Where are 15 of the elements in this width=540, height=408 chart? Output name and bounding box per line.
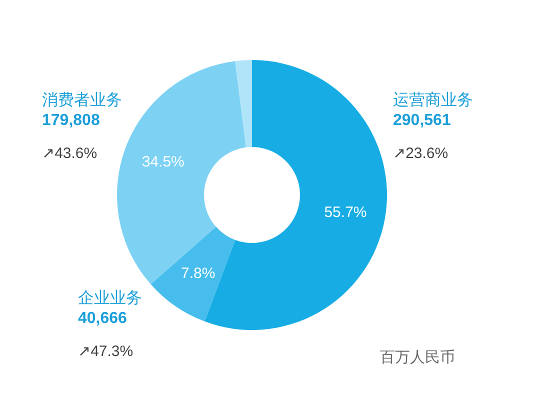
text: 40,666: [78, 310, 128, 327]
donut-slice: [150, 226, 236, 322]
data-label: 34.5%: [142, 153, 184, 170]
slice-label: 运营商业务: [393, 91, 473, 109]
text: ↗47.3%: [78, 343, 134, 360]
donut-slice: [235, 60, 252, 148]
text: ↗23.6%: [393, 145, 448, 162]
text: 百万人民币: [380, 349, 455, 366]
text: 179,808: [42, 112, 100, 129]
data-label: 7.8%: [181, 265, 216, 282]
text: ↗43.6%: [42, 145, 98, 162]
text: 290,561: [393, 112, 451, 129]
data-label: 55.7%: [324, 204, 367, 221]
slice-label: 消费者业务: [42, 91, 122, 109]
slice-label: 企业业务: [78, 289, 142, 307]
